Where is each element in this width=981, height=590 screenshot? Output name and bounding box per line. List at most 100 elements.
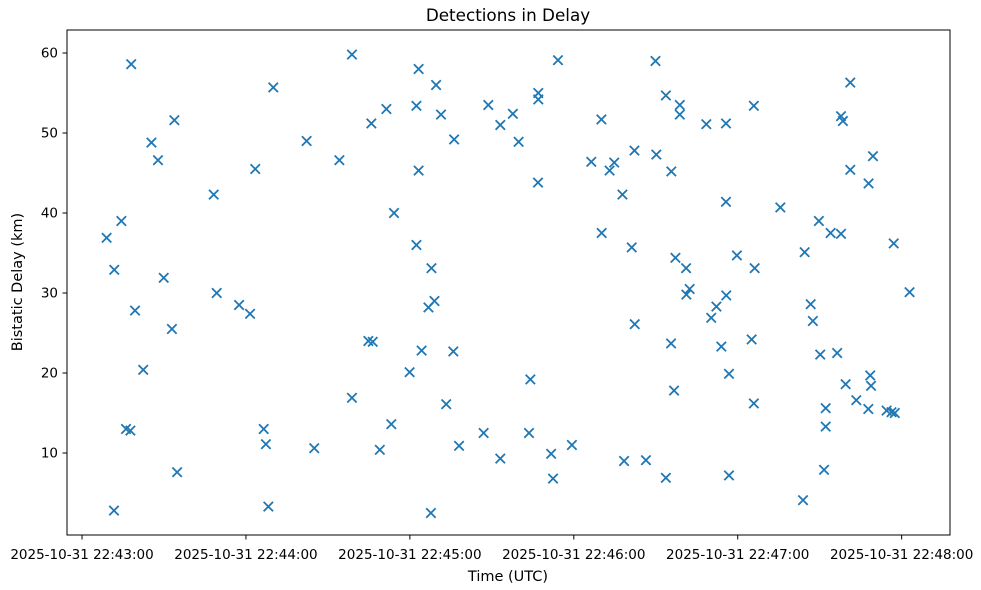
data-point-marker: [844, 77, 856, 88]
data-point-marker: [840, 378, 851, 390]
data-point-marker: [665, 166, 677, 177]
data-point-marker: [865, 380, 877, 392]
data-point-marker: [596, 114, 607, 125]
data-point-marker: [720, 196, 732, 208]
data-point-marker: [208, 189, 220, 200]
data-point-marker: [618, 455, 630, 467]
data-point-marker: [385, 418, 397, 430]
data-point-marker: [244, 308, 256, 320]
data-point-marker: [720, 290, 732, 301]
data-point-marker: [731, 250, 743, 261]
data-point-marker: [814, 349, 826, 360]
data-point-marker: [374, 444, 386, 456]
y-tick-label: 10: [41, 446, 58, 462]
data-point-marker: [430, 79, 442, 91]
data-point-marker: [748, 398, 760, 409]
data-point-marker: [308, 442, 320, 454]
data-point-marker: [668, 385, 680, 396]
data-point-marker: [404, 366, 415, 378]
data-point-marker: [723, 470, 735, 481]
data-point-marker: [680, 262, 692, 274]
data-point-marker: [381, 103, 392, 115]
data-point-marker: [807, 315, 819, 327]
data-point-marker: [267, 82, 279, 93]
data-point-marker: [715, 341, 727, 352]
y-tick-label: 20: [41, 366, 58, 382]
y-tick-label: 60: [41, 46, 58, 62]
data-point-marker: [660, 472, 672, 484]
data-point-marker: [813, 215, 825, 227]
data-point-marker: [494, 119, 506, 131]
data-point-marker: [585, 156, 597, 168]
data-point-marker: [523, 427, 535, 439]
data-point-marker: [547, 473, 559, 484]
x-tick-label: 2025-10-31 22:44:00: [174, 547, 317, 563]
data-point-marker: [169, 114, 180, 126]
data-point-marker: [705, 312, 717, 324]
data-point-marker: [650, 55, 661, 67]
data-point-marker: [171, 466, 183, 478]
x-tick-label: 2025-10-31 22:45:00: [338, 547, 481, 563]
data-point-marker: [260, 438, 272, 450]
data-point-marker: [532, 94, 544, 105]
x-tick-label: 2025-10-31 22:47:00: [666, 547, 809, 563]
data-point-marker: [552, 54, 564, 66]
data-point-marker: [674, 109, 686, 120]
data-point-marker: [670, 252, 681, 264]
data-point-marker: [411, 239, 422, 251]
data-point-marker: [125, 425, 136, 436]
data-point-marker: [116, 215, 127, 227]
data-point-marker: [749, 262, 760, 274]
data-point-marker: [435, 109, 447, 120]
data-point-marker: [346, 49, 358, 60]
data-point-marker: [867, 150, 879, 162]
data-point-marker: [825, 227, 836, 239]
y-tick-label: 40: [41, 206, 58, 222]
data-point-marker: [137, 364, 149, 376]
data-point-marker: [831, 347, 843, 359]
data-point-marker: [416, 345, 427, 356]
data-point-marker: [684, 283, 695, 295]
data-point-marker: [545, 448, 557, 460]
data-point-marker: [507, 108, 519, 120]
data-point-marker: [334, 154, 345, 166]
data-point-marker: [108, 505, 120, 516]
data-point-marker: [108, 264, 120, 276]
x-tick-label: 2025-10-31 22:46:00: [502, 547, 645, 563]
data-point-marker: [413, 63, 424, 75]
x-tick-label: 2025-10-31 22:43:00: [10, 547, 153, 563]
data-point-marker: [864, 370, 876, 381]
data-point-marker: [249, 163, 261, 175]
data-point-marker: [525, 374, 536, 385]
data-point-marker: [799, 246, 810, 258]
data-point-marker: [720, 118, 732, 129]
data-point-marker: [818, 464, 830, 476]
data-point-marker: [660, 90, 672, 101]
plot-border: [66, 29, 951, 536]
x-tick-label: 2025-10-31 22:48:00: [830, 547, 973, 563]
data-point-marker: [629, 145, 640, 156]
data-point-marker: [125, 58, 137, 70]
data-point-marker: [681, 289, 692, 300]
data-point-marker: [211, 287, 223, 299]
data-point-marker: [748, 100, 760, 112]
data-point-marker: [166, 323, 178, 335]
data-point-marker: [650, 149, 662, 160]
data-point-marker: [101, 232, 112, 244]
data-point-marker: [640, 454, 652, 466]
data-point-marker: [146, 137, 157, 148]
chart-title: Detections in Delay: [426, 5, 590, 25]
data-point-marker: [888, 238, 900, 249]
data-point-marker: [629, 318, 641, 330]
data-point-marker: [532, 177, 544, 188]
data-point-marker: [494, 453, 506, 464]
data-point-marker: [805, 298, 817, 310]
data-point-marker: [596, 227, 607, 239]
data-point-marker: [850, 394, 862, 406]
data-point-marker: [233, 299, 245, 311]
data-point-marker: [513, 136, 524, 148]
data-point-marker: [366, 118, 377, 129]
data-point-marker: [425, 507, 437, 519]
data-point-marker: [617, 189, 628, 200]
